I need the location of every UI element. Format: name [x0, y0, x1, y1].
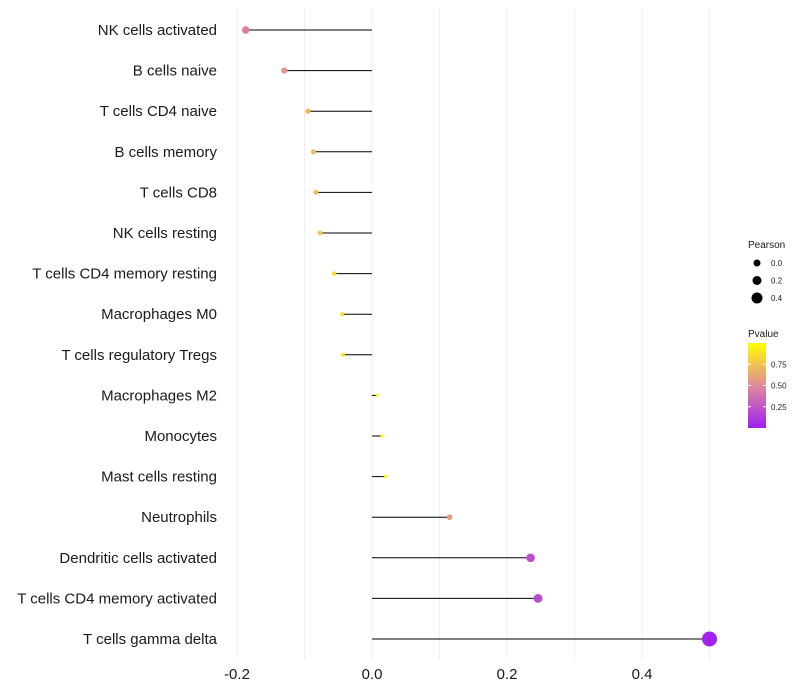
data-point	[332, 271, 337, 276]
category-label: NK cells resting	[113, 225, 217, 242]
category-label: T cells gamma delta	[83, 631, 218, 648]
x-tick-labels: -0.2 0.0 0.2 0.4	[224, 666, 652, 683]
x-tick-label: 0.2	[497, 666, 518, 683]
category-label: Macrophages M0	[101, 306, 217, 323]
color-legend-label: 0.50	[771, 382, 787, 391]
data-point	[313, 189, 319, 195]
category-label: Mast cells resting	[101, 469, 217, 486]
data-point	[702, 631, 717, 647]
category-label: T cells CD4 memory resting	[32, 266, 217, 283]
category-label: T cells CD4 naive	[100, 103, 217, 120]
data-point	[340, 312, 345, 317]
data-point	[305, 108, 311, 114]
data-point	[526, 553, 535, 563]
data-point	[383, 474, 388, 479]
data-point	[281, 67, 288, 74]
size-legend-title: Pearson	[748, 240, 785, 251]
color-legend-label: 0.75	[771, 360, 787, 369]
x-tick-label: 0.4	[632, 666, 653, 683]
category-label: T cells CD4 memory activated	[17, 590, 217, 607]
data-point	[446, 514, 453, 521]
size-legend-label: 0.4	[771, 294, 783, 303]
size-legend-key	[751, 292, 763, 304]
x-tick-label: 0.0	[362, 666, 383, 683]
size-legend-label: 0.2	[771, 277, 783, 286]
color-legend-bar	[748, 343, 766, 428]
category-label: NK cells activated	[98, 22, 217, 39]
data-point	[340, 352, 345, 357]
data-point	[533, 593, 543, 603]
size-legend-label: 0.0	[771, 259, 783, 268]
data-point	[380, 434, 384, 438]
category-label: T cells regulatory Tregs	[61, 347, 217, 364]
legend: Pearson 0.0 0.2 0.4 Pvalue 0.75 0.50 0.25	[748, 240, 787, 428]
stem-layer	[245, 29, 710, 640]
data-point	[317, 230, 323, 236]
category-label: Monocytes	[144, 428, 217, 445]
data-point	[375, 393, 379, 397]
size-legend-key	[752, 276, 762, 285]
category-labels: NK cells activated B cells naive T cells C…	[17, 22, 217, 648]
category-label: Dendritic cells activated	[59, 550, 217, 567]
x-tick-label: -0.2	[224, 666, 250, 683]
category-label: Neutrophils	[141, 509, 217, 526]
point-layer	[242, 26, 717, 647]
category-label: B cells naive	[133, 63, 217, 80]
category-label: B cells memory	[114, 144, 217, 161]
color-legend-label: 0.25	[771, 403, 787, 412]
category-label: T cells CD8	[140, 184, 217, 201]
data-point	[242, 26, 250, 34]
category-label: Macrophages M2	[101, 387, 217, 404]
data-point	[310, 149, 316, 155]
color-legend-title: Pvalue	[748, 329, 779, 340]
grid-layer	[236, 8, 710, 660]
size-legend-key	[753, 259, 761, 267]
